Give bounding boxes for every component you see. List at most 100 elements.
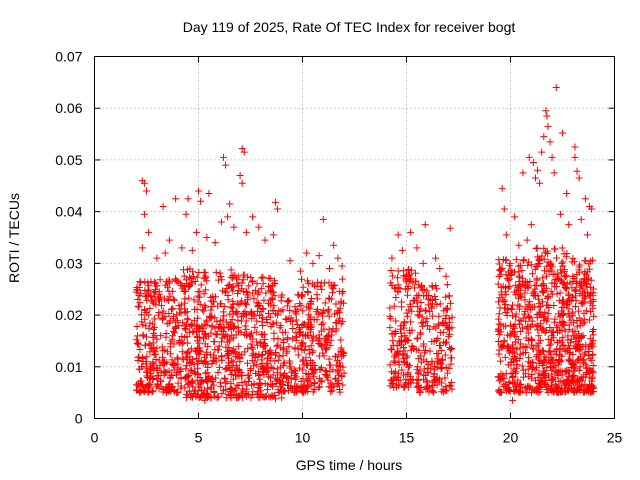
data-point xyxy=(539,274,547,282)
data-point xyxy=(447,382,455,390)
data-point xyxy=(332,300,340,308)
data-point xyxy=(145,228,153,236)
data-point xyxy=(558,352,566,360)
data-point xyxy=(309,280,317,288)
data-point xyxy=(274,341,282,349)
data-point xyxy=(519,257,527,265)
data-point xyxy=(257,285,265,293)
data-point xyxy=(250,362,258,370)
data-point xyxy=(299,332,307,340)
data-point xyxy=(171,296,179,304)
data-point xyxy=(562,273,570,281)
data-point xyxy=(390,375,398,383)
data-point xyxy=(180,266,188,274)
data-point xyxy=(195,187,202,195)
data-point xyxy=(438,388,446,396)
data-point xyxy=(178,348,186,356)
data-point xyxy=(233,310,241,318)
data-point xyxy=(333,381,341,389)
data-point xyxy=(524,323,532,331)
data-point xyxy=(559,342,567,350)
data-point xyxy=(259,364,267,372)
data-point xyxy=(411,269,419,277)
data-point xyxy=(494,280,502,288)
data-point xyxy=(285,343,293,351)
data-point xyxy=(579,285,587,293)
data-point xyxy=(253,307,261,315)
data-point xyxy=(436,265,444,273)
data-point xyxy=(569,312,577,320)
data-point xyxy=(413,244,421,252)
data-point xyxy=(585,316,593,324)
data-point xyxy=(448,385,456,393)
data-point xyxy=(509,312,517,320)
data-point xyxy=(548,381,556,389)
data-point xyxy=(506,321,514,329)
data-point xyxy=(243,359,251,367)
data-point xyxy=(268,296,276,304)
data-point xyxy=(416,367,424,375)
data-point xyxy=(508,305,516,313)
data-point xyxy=(247,309,255,317)
data-point xyxy=(169,295,177,303)
data-point xyxy=(538,252,546,260)
data-point xyxy=(388,346,396,354)
data-point xyxy=(187,367,195,375)
data-point xyxy=(157,332,165,340)
data-point xyxy=(235,342,243,350)
data-point xyxy=(197,357,205,365)
y-tick-label: 0.04 xyxy=(55,204,82,220)
data-point xyxy=(155,356,163,364)
data-point xyxy=(437,365,445,373)
data-point xyxy=(497,328,505,336)
data-point xyxy=(534,322,542,330)
data-point xyxy=(328,387,336,395)
data-point xyxy=(211,324,219,332)
data-point xyxy=(548,290,556,298)
data-point xyxy=(309,347,317,355)
data-point xyxy=(446,299,454,307)
data-point xyxy=(251,312,259,320)
data-point xyxy=(144,279,152,287)
data-point xyxy=(538,347,546,355)
data-point xyxy=(137,377,145,385)
data-point xyxy=(495,386,503,394)
data-point xyxy=(432,282,440,290)
data-point xyxy=(587,283,595,291)
data-point xyxy=(443,387,451,395)
data-point xyxy=(271,198,279,206)
data-point xyxy=(504,386,512,394)
data-point xyxy=(318,378,326,386)
data-point xyxy=(548,366,556,374)
data-point xyxy=(518,387,526,395)
data-point xyxy=(338,289,346,297)
data-point xyxy=(543,317,551,325)
data-point xyxy=(189,383,197,391)
data-point xyxy=(300,361,308,369)
data-point xyxy=(275,307,283,315)
data-point xyxy=(407,318,415,326)
data-point xyxy=(146,304,154,312)
data-point xyxy=(555,310,563,318)
data-point xyxy=(325,312,333,320)
data-point xyxy=(399,321,407,329)
data-point xyxy=(211,239,219,247)
data-point xyxy=(217,218,225,226)
data-point xyxy=(495,298,503,306)
data-point xyxy=(432,324,440,332)
data-point xyxy=(241,378,249,386)
data-point xyxy=(183,280,191,288)
data-point xyxy=(145,388,153,396)
data-point xyxy=(428,300,436,308)
data-point xyxy=(326,265,334,273)
data-point xyxy=(218,356,226,364)
data-point xyxy=(153,344,161,352)
data-point xyxy=(275,389,283,397)
data-point xyxy=(521,289,529,297)
data-point xyxy=(501,353,509,361)
data-point xyxy=(209,292,217,300)
data-point xyxy=(512,368,520,376)
data-point xyxy=(446,224,454,232)
data-point xyxy=(293,321,301,329)
data-point xyxy=(143,353,151,361)
